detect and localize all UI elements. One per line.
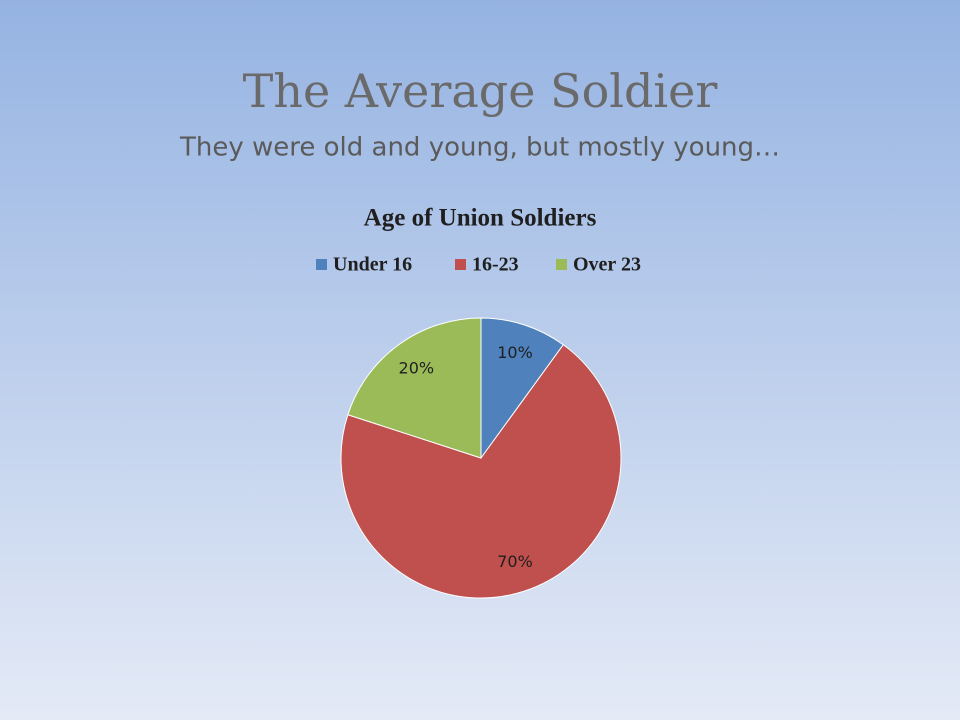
chart-title: Age of Union Soldiers [364,205,597,232]
legend-swatch [316,259,327,270]
legend: Under 16 16-23 Over 23 [316,254,641,276]
value-label: 70% [497,552,533,571]
slide-title: The Average Soldier [243,64,718,118]
legend-label: Under 16 [333,254,412,276]
pie: 10% 70% 20% [340,317,622,599]
pie-slice [340,344,622,599]
value-label: 10% [497,343,533,362]
pie-slice [480,317,564,460]
legend-swatch [556,259,567,270]
legend-label: 16-23 [472,254,519,276]
pie-slice [347,317,482,459]
value-label: 20% [399,359,435,378]
slide-subtitle: They were old and young, but mostly youn… [179,133,780,163]
legend-swatch [455,259,466,270]
legend-label: Over 23 [573,254,641,276]
